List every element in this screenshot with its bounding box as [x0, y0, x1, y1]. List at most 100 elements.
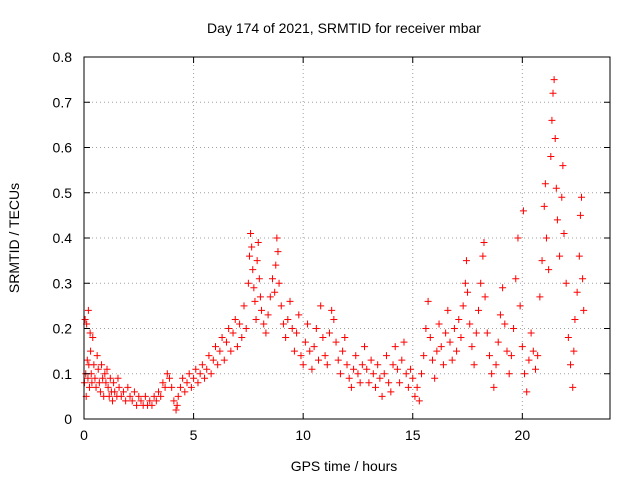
data-point [92, 383, 100, 391]
data-point [339, 347, 347, 355]
data-point [233, 343, 241, 351]
data-point [295, 311, 303, 319]
data-point [255, 275, 263, 283]
data-point [461, 279, 469, 287]
data-point [345, 374, 353, 382]
data-point [470, 361, 478, 369]
data-point [464, 288, 472, 296]
data-point [369, 370, 377, 378]
data-point [293, 329, 301, 337]
data-point [94, 365, 102, 373]
data-point [341, 334, 349, 342]
data-point [264, 311, 272, 319]
data-point [433, 347, 441, 355]
data-point [95, 379, 103, 387]
data-point [336, 370, 344, 378]
data-point [378, 392, 386, 400]
data-point [514, 234, 522, 242]
data-point [475, 306, 482, 314]
data-point [190, 374, 198, 382]
data-point [552, 184, 560, 192]
data-point [312, 325, 320, 332]
data-point [435, 320, 443, 328]
data-point [260, 320, 268, 328]
data-point [245, 252, 253, 260]
data-point [181, 388, 189, 396]
data-point [187, 383, 195, 391]
data-point [547, 153, 555, 161]
y-tick-label: 0.8 [53, 49, 73, 65]
data-point [268, 275, 276, 283]
data-point [538, 257, 546, 265]
data-point [558, 193, 566, 201]
data-point [534, 352, 542, 360]
x-axis-label: GPS time / hours [291, 458, 398, 474]
data-point [310, 343, 318, 351]
data-point [367, 356, 375, 364]
data-point [290, 347, 298, 355]
data-point [115, 383, 123, 391]
data-point [479, 252, 487, 260]
data-point [98, 361, 106, 369]
data-point [580, 306, 588, 314]
data-point [466, 320, 474, 328]
data-point [176, 383, 184, 391]
data-point [545, 266, 553, 274]
data-point [88, 379, 96, 387]
data-point [91, 374, 99, 382]
data-point [122, 397, 130, 405]
data-point [220, 356, 228, 364]
data-point [569, 383, 577, 391]
data-point [130, 388, 138, 396]
data-point [146, 397, 154, 405]
data-point [279, 320, 287, 328]
data-point [194, 379, 202, 387]
data-point [104, 383, 112, 391]
data-point [411, 392, 419, 400]
data-point [457, 334, 465, 342]
data-point [472, 329, 480, 337]
data-point [505, 370, 513, 378]
data-points [80, 76, 588, 414]
data-point [249, 266, 257, 274]
data-point [319, 334, 327, 342]
data-point [282, 334, 290, 342]
data-point [490, 383, 498, 391]
data-point [306, 347, 314, 355]
data-point [250, 284, 258, 292]
data-point [501, 320, 509, 328]
y-tick-label: 0 [64, 411, 72, 427]
data-point [380, 370, 388, 378]
y-axis-label: SRMTID / TECUs [6, 183, 22, 293]
data-point [297, 352, 305, 360]
data-point [402, 370, 410, 378]
data-point [391, 343, 399, 351]
data-point [549, 89, 557, 97]
data-point [387, 388, 395, 396]
data-point [428, 356, 436, 364]
data-point [209, 356, 217, 364]
data-point [343, 361, 351, 369]
data-point [251, 297, 259, 305]
data-point [325, 329, 333, 337]
data-point [321, 352, 329, 360]
y-tick-label: 0.2 [53, 321, 73, 337]
x-tick-label: 15 [405, 427, 421, 443]
data-point [117, 392, 125, 400]
data-point [358, 361, 366, 369]
data-point [111, 388, 119, 396]
data-point [531, 365, 539, 373]
data-point [542, 234, 550, 242]
data-point [480, 239, 488, 247]
y-tick-label: 0.7 [53, 94, 73, 110]
data-point [418, 370, 426, 378]
data-point [541, 180, 549, 188]
data-point [247, 229, 255, 237]
data-point [284, 315, 292, 323]
data-point [413, 383, 421, 391]
data-point [571, 315, 579, 323]
data-point [150, 392, 158, 400]
data-point [84, 306, 92, 314]
data-point [83, 356, 91, 364]
